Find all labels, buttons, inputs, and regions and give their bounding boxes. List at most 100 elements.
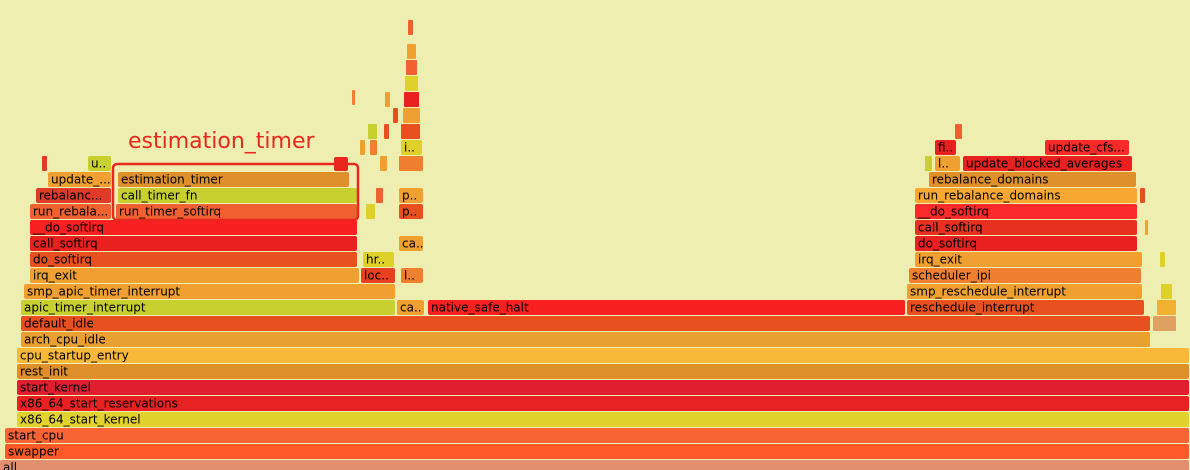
- frame: [361, 268, 395, 283]
- frame-label: update_...: [51, 173, 111, 187]
- frame: [24, 284, 395, 299]
- frame-label: ca..: [400, 301, 422, 315]
- frame: [915, 188, 1137, 203]
- frame-label: apic_timer_interrupt: [24, 301, 146, 315]
- frame-label: swapper: [8, 445, 59, 459]
- small-frame: [1160, 252, 1165, 267]
- frame-label: fi..: [938, 141, 953, 155]
- small-frame: [366, 204, 375, 219]
- frame-label: ca..: [402, 237, 424, 251]
- frame-label: run_timer_softirq: [119, 205, 221, 219]
- small-frame: [384, 124, 389, 139]
- frame-label: l..: [938, 157, 949, 171]
- small-frame: [42, 156, 47, 171]
- frame: [30, 268, 359, 283]
- frame: [399, 236, 423, 251]
- frame-label: call_timer_fn: [121, 189, 198, 203]
- frame-label: loc..: [364, 269, 389, 283]
- frame: [21, 332, 1150, 347]
- frame: [0, 460, 1189, 470]
- small-frame: [1157, 300, 1176, 315]
- frame-label: x86_64_start_reservations: [20, 397, 178, 411]
- annotation: estimation_timer: [128, 129, 315, 154]
- frame: [5, 428, 1189, 443]
- frame-label: reschedule_interrupt: [910, 301, 1035, 315]
- frame-label: rebalanc...: [39, 189, 102, 203]
- frame: [929, 172, 1136, 187]
- frame: [907, 284, 1142, 299]
- small-frame: [955, 124, 962, 139]
- frame: [935, 156, 960, 171]
- frame-label: scheduler_ipi: [912, 269, 991, 283]
- frame-label: cpu_startup_entry: [20, 349, 129, 363]
- frame: [963, 156, 1132, 171]
- frame: [1045, 140, 1129, 155]
- frame: [915, 204, 1137, 219]
- frame-label: x86_64_start_kernel: [20, 413, 141, 427]
- frame: [88, 156, 111, 171]
- frame-label: call_softirq: [918, 221, 983, 235]
- frame: [915, 220, 1137, 235]
- frame-label: run_rebalance_domains: [918, 189, 1061, 203]
- frame-label: __do_softirq: [917, 205, 989, 219]
- frame-label: call_softirq: [33, 237, 98, 251]
- frame-label: smp_apic_timer_interrupt: [27, 285, 180, 299]
- frame: [30, 252, 357, 267]
- frame: [397, 300, 424, 315]
- small-frame: [399, 156, 423, 171]
- frame: [401, 268, 423, 283]
- frame-label: rest_init: [20, 365, 68, 379]
- frame-label: default_idle: [24, 317, 94, 331]
- small-frame: [404, 92, 419, 107]
- small-frame: [406, 60, 417, 75]
- frame: [399, 188, 423, 203]
- small-frame: [403, 108, 420, 123]
- frame-label: estimation_timer: [121, 173, 223, 187]
- small-frame: [370, 140, 377, 155]
- small-frame: [376, 188, 383, 203]
- small-frame: [405, 76, 418, 91]
- frame: [17, 396, 1189, 411]
- small-frame: [385, 92, 390, 107]
- frame: [363, 252, 394, 267]
- small-frame: [360, 140, 365, 155]
- frame: [17, 380, 1189, 395]
- frame-label: u..: [91, 157, 106, 171]
- frame-label: do_softirq: [33, 253, 92, 267]
- frame: [30, 236, 357, 251]
- frame: [907, 300, 1144, 315]
- frame: [118, 172, 349, 187]
- frame-label: start_kernel: [20, 381, 91, 395]
- small-frame: [368, 124, 377, 139]
- frame-label: do_softirq: [918, 237, 977, 251]
- frame: [21, 300, 395, 315]
- small-frame: [1140, 188, 1145, 203]
- frame: [909, 268, 1141, 283]
- small-frame: [925, 156, 932, 171]
- frame-label: irq_exit: [33, 269, 77, 283]
- frame: [30, 220, 357, 235]
- frame: [428, 300, 905, 315]
- frames: all swapper start_cpu x86_64_start_kernel x8…: [0, 20, 1189, 470]
- frame-label: start_cpu: [8, 429, 64, 443]
- frame-label: smp_reschedule_interrupt: [910, 285, 1066, 299]
- frame-label: hr..: [366, 253, 385, 267]
- highlight-box: [111, 162, 360, 222]
- frame: [17, 348, 1189, 363]
- small-frame: [352, 90, 355, 105]
- frame-label: run_rebala...: [33, 205, 108, 219]
- small-frame: [1145, 220, 1148, 235]
- frame: [118, 188, 357, 203]
- frame: [5, 444, 1189, 459]
- frame-label: l..: [404, 269, 415, 283]
- highlight-marker: [334, 157, 348, 171]
- frame: [17, 364, 1189, 379]
- frame-label: rebalance_domains: [932, 173, 1049, 187]
- frame-label: __do_softirq: [32, 221, 104, 235]
- frame: [915, 252, 1142, 267]
- frame: [915, 236, 1137, 251]
- frame: [935, 140, 956, 155]
- frame-label: native_safe_halt: [431, 301, 529, 315]
- frame-label: arch_cpu_idle: [24, 333, 106, 347]
